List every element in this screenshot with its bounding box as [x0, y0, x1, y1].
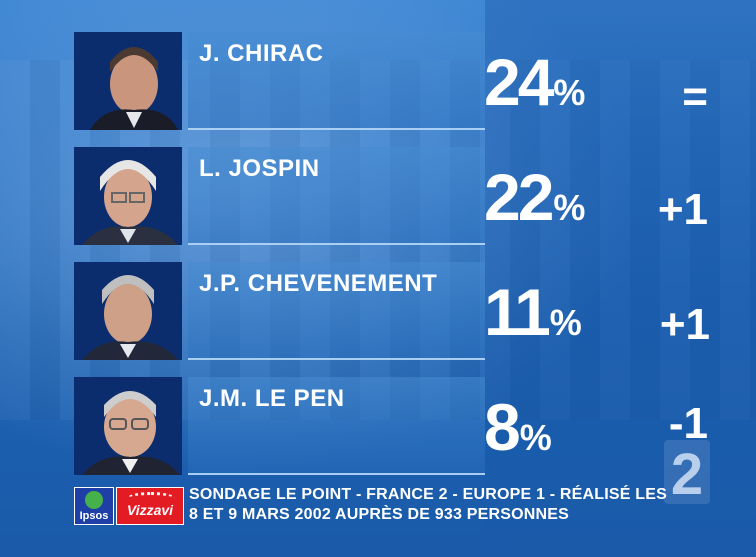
candidate-row-chirac: J. CHIRAC 24% =: [0, 32, 756, 130]
france2-logo: 2: [664, 440, 710, 507]
vizzavi-logo-mark: [127, 492, 175, 505]
candidate-percent: 24%: [484, 45, 586, 119]
france2-logo-text: 2: [671, 442, 703, 504]
percent-change: +1: [657, 185, 708, 234]
ipsos-logo-text: Ipsos: [79, 510, 109, 522]
vizzavi-logo: Vizzavi: [116, 487, 184, 525]
poll-source-line1: SONDAGE LE POINT - FRANCE 2 - EUROPE 1 -…: [189, 486, 668, 503]
results-panel: [485, 0, 756, 557]
ipsos-logo-mark: [85, 491, 103, 509]
candidate-percent: 11%: [484, 275, 582, 349]
candidate-photo: [74, 262, 182, 360]
percent-change: +1: [659, 300, 710, 349]
name-bar: [188, 32, 485, 130]
percent-change: -1: [668, 399, 708, 448]
candidate-photo: [74, 32, 182, 130]
candidate-percent: 22%: [484, 160, 586, 234]
candidate-photo: [74, 377, 182, 475]
ipsos-logo: Ipsos: [74, 487, 114, 525]
name-bar: [188, 262, 485, 360]
candidate-name: J. CHIRAC: [199, 40, 324, 67]
candidate-row-chevenement: J.P. CHEVENEMENT 11% +1: [0, 262, 756, 360]
name-bar: [188, 377, 485, 475]
candidate-row-le-pen: J.M. LE PEN 8% -1: [0, 377, 756, 475]
candidate-name: L. JOSPIN: [199, 155, 320, 182]
candidate-row-jospin: L. JOSPIN 22% +1: [0, 147, 756, 245]
percent-change: =: [682, 72, 708, 121]
candidate-name: J.P. CHEVENEMENT: [199, 270, 438, 297]
poll-source-line2: 8 ET 9 MARS 2002 AUPRÈS DE 933 PERSONNES: [189, 506, 569, 523]
candidate-photo: [74, 147, 182, 245]
footer: Ipsos Vizzavi SONDAGE LE POINT - FRANCE …: [0, 485, 756, 525]
candidate-name: J.M. LE PEN: [199, 385, 345, 412]
name-bar: [188, 147, 485, 245]
poll-source: SONDAGE LE POINT - FRANCE 2 - EUROPE 1 -…: [189, 485, 667, 525]
vizzavi-logo-text: Vizzavi: [126, 502, 174, 518]
candidate-percent: 8%: [484, 390, 552, 464]
